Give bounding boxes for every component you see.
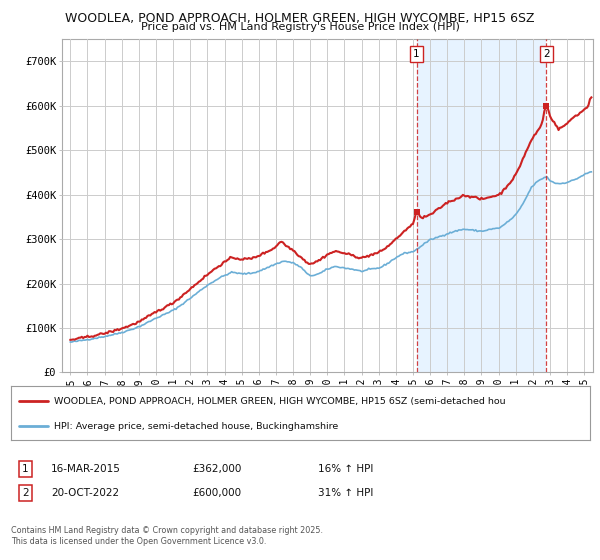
Text: 20-OCT-2022: 20-OCT-2022 [51,488,119,498]
Text: 31% ↑ HPI: 31% ↑ HPI [318,488,373,498]
Text: 16% ↑ HPI: 16% ↑ HPI [318,464,373,474]
Text: Price paid vs. HM Land Registry's House Price Index (HPI): Price paid vs. HM Land Registry's House … [140,22,460,32]
Text: 1: 1 [22,464,29,474]
Text: 2: 2 [543,49,550,59]
Text: WOODLEA, POND APPROACH, HOLMER GREEN, HIGH WYCOMBE, HP15 6SZ (semi-detached hou: WOODLEA, POND APPROACH, HOLMER GREEN, HI… [54,397,506,406]
Text: £600,000: £600,000 [192,488,241,498]
Text: £362,000: £362,000 [192,464,241,474]
Text: 16-MAR-2015: 16-MAR-2015 [51,464,121,474]
Text: Contains HM Land Registry data © Crown copyright and database right 2025.
This d: Contains HM Land Registry data © Crown c… [11,526,323,546]
Bar [416,39,547,372]
Text: 2: 2 [22,488,29,498]
Text: WOODLEA, POND APPROACH, HOLMER GREEN, HIGH WYCOMBE, HP15 6SZ: WOODLEA, POND APPROACH, HOLMER GREEN, HI… [65,12,535,25]
Text: HPI: Average price, semi-detached house, Buckinghamshire: HPI: Average price, semi-detached house,… [54,422,338,431]
Text: 1: 1 [413,49,420,59]
